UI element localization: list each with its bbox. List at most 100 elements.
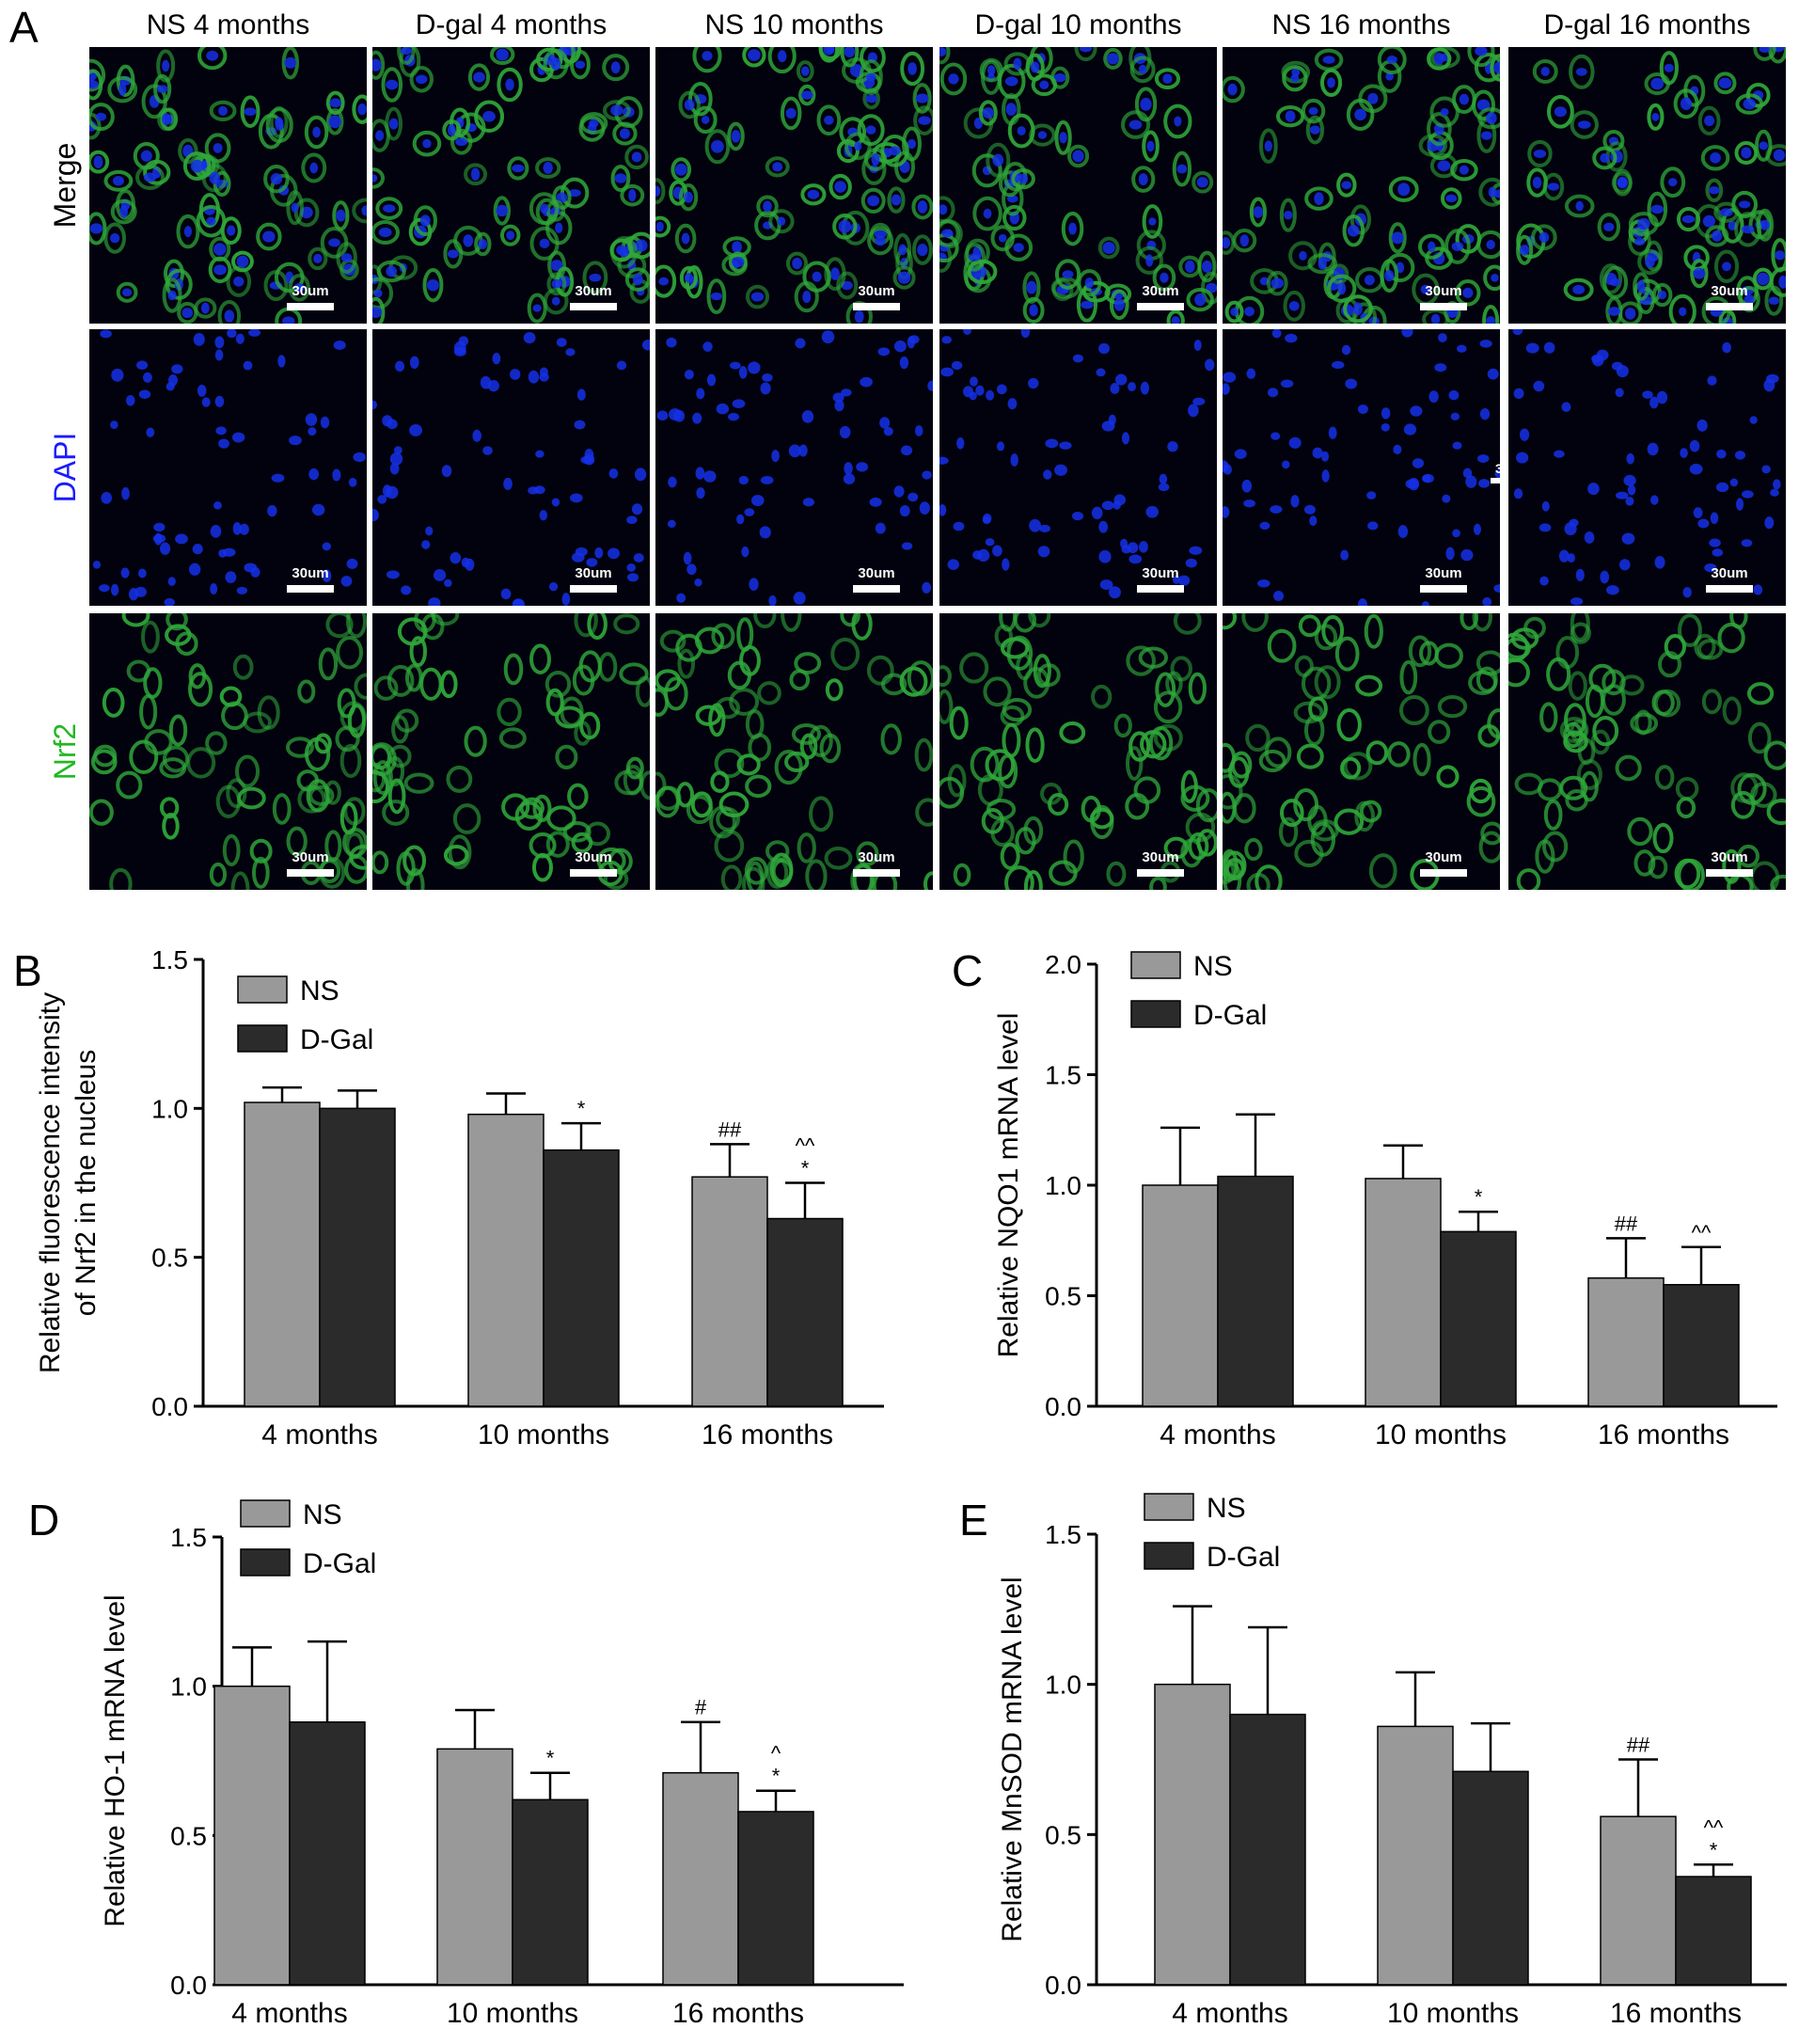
nucleus	[759, 526, 771, 539]
nucleus	[922, 470, 932, 480]
column-header: NS 10 months	[704, 9, 883, 40]
nucleus	[1139, 541, 1148, 553]
nrf2-cell	[1000, 705, 1025, 727]
nrf2-cell	[866, 655, 894, 686]
nucleus	[1188, 404, 1199, 418]
nucleus	[361, 205, 367, 216]
nrf2-cell	[1474, 52, 1500, 83]
nucleus	[1718, 77, 1732, 88]
nrf2-cell	[385, 106, 403, 141]
bar-ns	[662, 1771, 739, 1986]
tile-background	[1508, 329, 1786, 606]
nucleus	[574, 420, 586, 430]
nrf2-cell	[419, 667, 443, 701]
nucleus	[162, 59, 170, 72]
nucleus	[372, 174, 378, 182]
nucleus	[1318, 257, 1327, 270]
nrf2-cell	[1149, 876, 1167, 890]
nrf2-cell	[1165, 671, 1183, 697]
nrf2-cell	[89, 150, 110, 174]
nucleus	[1347, 225, 1360, 237]
nucleus	[1679, 307, 1687, 317]
nrf2-cell	[892, 265, 916, 290]
nucleus	[1539, 576, 1549, 586]
nrf2-cell	[1258, 128, 1278, 165]
nrf2-cell	[1106, 861, 1127, 887]
nucleus	[1332, 360, 1345, 370]
nucleus	[1096, 368, 1106, 377]
nrf2-cell	[1310, 821, 1336, 857]
nrf2-cell	[1651, 282, 1673, 308]
nucleus	[1520, 428, 1530, 441]
nrf2-cell	[1166, 309, 1185, 324]
tile-background	[939, 329, 1217, 606]
nucleus	[386, 265, 398, 277]
nucleus	[1645, 256, 1655, 268]
nucleus	[807, 189, 820, 199]
nrf2-cell	[1770, 874, 1786, 890]
nucleus	[1572, 284, 1586, 294]
nucleus	[750, 292, 765, 302]
nucleus	[120, 567, 130, 578]
y-tick-label: 1.0	[170, 1672, 207, 1702]
nucleus	[641, 340, 650, 351]
nucleus	[308, 427, 317, 436]
nrf2-cell	[116, 770, 143, 800]
nucleus	[121, 486, 130, 500]
nrf2-cell	[1245, 723, 1270, 753]
nucleus	[275, 117, 284, 128]
tile-background	[1223, 613, 1500, 890]
y-tick-label: 0.0	[1045, 1971, 1081, 2000]
nucleus	[893, 340, 907, 353]
nucleus	[760, 475, 774, 484]
nrf2-cell	[1368, 853, 1397, 889]
nucleus	[777, 216, 786, 226]
nrf2-cell	[388, 744, 412, 768]
nucleus	[1575, 200, 1584, 212]
nucleus	[1364, 275, 1375, 286]
nucleus	[732, 256, 745, 268]
nrf2-cell	[915, 798, 933, 827]
nucleus	[812, 271, 822, 282]
bar-ns	[1154, 1683, 1231, 1986]
nucleus	[270, 173, 283, 185]
nrf2-cell	[175, 631, 198, 657]
nucleus	[1037, 131, 1048, 139]
nucleus	[523, 332, 536, 344]
nrf2-cell	[1255, 864, 1283, 890]
nrf2-cell	[1437, 695, 1468, 719]
nucleus	[190, 159, 204, 173]
nrf2-cell	[798, 84, 816, 106]
nucleus	[309, 162, 319, 174]
nrf2-cell	[1346, 98, 1375, 132]
nrf2-cell	[1592, 146, 1618, 170]
cell-cluster	[1516, 47, 1786, 324]
nrf2-cell	[1304, 186, 1333, 211]
nucleus	[1285, 333, 1298, 343]
nrf2-cell	[582, 261, 608, 294]
significance-mark: *	[1475, 1185, 1483, 1209]
nrf2-cell	[1340, 756, 1362, 780]
nucleus	[635, 239, 648, 252]
nrf2-cell	[805, 859, 828, 890]
nucleus	[378, 227, 392, 238]
nucleus	[695, 467, 705, 480]
nrf2-cell	[745, 284, 770, 309]
nucleus	[962, 386, 974, 398]
nucleus	[465, 558, 475, 571]
micrograph-tile: 30um	[1223, 329, 1500, 606]
cell-cluster	[372, 332, 650, 606]
nucleus	[982, 107, 994, 119]
nrf2-cell	[824, 257, 846, 292]
nrf2-cell	[1006, 635, 1034, 672]
nucleus	[332, 468, 341, 482]
nrf2-cell	[1163, 836, 1189, 860]
nucleus	[875, 235, 886, 246]
nucleus	[1707, 375, 1717, 386]
nrf2-cell	[714, 748, 745, 779]
nucleus	[1761, 465, 1771, 474]
cell-cluster	[939, 47, 1217, 324]
nucleus	[1430, 313, 1441, 324]
nrf2-cell	[1307, 253, 1338, 275]
nucleus	[1445, 194, 1458, 203]
